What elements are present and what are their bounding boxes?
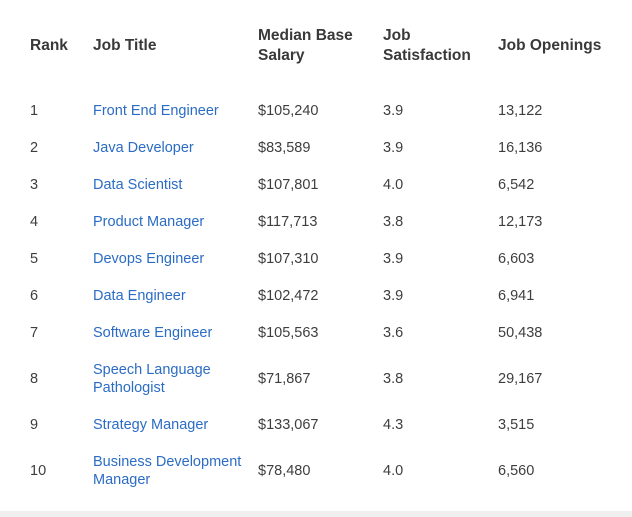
salary-cell: $107,310 <box>258 250 319 267</box>
salary-cell: $117,713 <box>258 213 318 230</box>
openings-cell: 6,560 <box>498 462 535 479</box>
satisfaction-cell: 3.9 <box>383 287 404 304</box>
job-title-link[interactable]: Software Engineer <box>93 324 213 341</box>
salary-cell: $105,240 <box>258 102 319 119</box>
job-title-cell: Data Engineer <box>93 277 258 314</box>
openings-cell: 16,136 <box>498 139 543 156</box>
salary-cell: $71,867 <box>258 370 311 387</box>
satisfaction-cell: 3.8 <box>383 370 404 387</box>
job-title-link[interactable]: Devops Engineer <box>93 250 205 267</box>
column-header-rank: Rank <box>30 37 68 54</box>
column-header-satisfaction: Job Satisfaction <box>383 27 471 64</box>
satisfaction-cell: 3.9 <box>383 102 404 119</box>
column-header-salary: Median Base Salary <box>258 27 353 64</box>
rank-cell: 1 <box>30 102 39 119</box>
salary-cell: $78,480 <box>258 462 311 479</box>
table-row: 4 Product Manager $117,713 3.8 12,173 <box>0 203 632 240</box>
salary-cell: $105,563 <box>258 324 319 341</box>
job-title-link[interactable]: Java Developer <box>93 139 194 156</box>
job-title-link[interactable]: Business Development Manager <box>93 453 242 488</box>
job-title-cell: Front End Engineer <box>93 92 258 129</box>
job-title-cell: Speech Language Pathologist <box>93 351 258 406</box>
job-title-cell: Data Scientist <box>93 166 258 203</box>
job-title-cell: Business Development Manager <box>93 443 258 498</box>
job-title-cell: Devops Engineer <box>93 240 258 277</box>
table-row: 7 Software Engineer $105,563 3.6 50,438 <box>0 314 632 351</box>
rank-cell: 6 <box>30 287 39 304</box>
rank-cell: 9 <box>30 416 39 433</box>
job-title-cell: Strategy Manager <box>93 406 258 443</box>
openings-cell: 3,515 <box>498 416 535 433</box>
openings-cell: 50,438 <box>498 324 543 341</box>
column-header-job-title: Job Title <box>93 37 157 54</box>
table-row: 9 Strategy Manager $133,067 4.3 3,515 <box>0 406 632 443</box>
table-row: 2 Java Developer $83,589 3.9 16,136 <box>0 129 632 166</box>
openings-cell: 13,122 <box>498 102 543 119</box>
openings-cell: 6,603 <box>498 250 535 267</box>
column-header-openings: Job Openings <box>498 37 602 54</box>
table-row: 1 Front End Engineer $105,240 3.9 13,122 <box>0 92 632 129</box>
satisfaction-cell: 3.6 <box>383 324 404 341</box>
job-title-link[interactable]: Strategy Manager <box>93 416 209 433</box>
job-title-cell: Java Developer <box>93 129 258 166</box>
salary-cell: $83,589 <box>258 139 311 156</box>
salary-cell: $102,472 <box>258 287 319 304</box>
best-jobs-table: Rank Job Title Median Base Salary Job Sa… <box>0 0 632 498</box>
rank-cell: 4 <box>30 213 39 230</box>
table-row: 10 Business Development Manager $78,480 … <box>0 443 632 498</box>
job-title-cell: Product Manager <box>93 203 258 240</box>
rank-cell: 2 <box>30 139 39 156</box>
satisfaction-cell: 4.3 <box>383 416 404 433</box>
openings-cell: 12,173 <box>498 213 543 230</box>
salary-cell: $133,067 <box>258 416 319 433</box>
rank-cell: 7 <box>30 324 39 341</box>
table-row: 6 Data Engineer $102,472 3.9 6,941 <box>0 277 632 314</box>
openings-cell: 6,941 <box>498 287 535 304</box>
job-title-link[interactable]: Front End Engineer <box>93 102 219 119</box>
job-title-link[interactable]: Product Manager <box>93 213 205 230</box>
job-title-link[interactable]: Data Scientist <box>93 176 183 193</box>
satisfaction-cell: 4.0 <box>383 176 404 193</box>
rank-cell: 10 <box>30 462 47 479</box>
bottom-strip <box>0 511 632 517</box>
rank-cell: 8 <box>30 370 39 387</box>
satisfaction-cell: 3.8 <box>383 213 404 230</box>
satisfaction-cell: 4.0 <box>383 462 404 479</box>
header-row: Rank Job Title Median Base Salary Job Sa… <box>0 0 632 92</box>
rank-cell: 5 <box>30 250 39 267</box>
salary-cell: $107,801 <box>258 176 319 193</box>
job-title-cell: Software Engineer <box>93 314 258 351</box>
job-title-link[interactable]: Data Engineer <box>93 287 186 304</box>
satisfaction-cell: 3.9 <box>383 139 404 156</box>
table-row: 5 Devops Engineer $107,310 3.9 6,603 <box>0 240 632 277</box>
openings-cell: 6,542 <box>498 176 535 193</box>
satisfaction-cell: 3.9 <box>383 250 404 267</box>
table-row: 8 Speech Language Pathologist $71,867 3.… <box>0 351 632 406</box>
rank-cell: 3 <box>30 176 39 193</box>
openings-cell: 29,167 <box>498 370 543 387</box>
job-title-link[interactable]: Speech Language Pathologist <box>93 361 211 396</box>
table-row: 3 Data Scientist $107,801 4.0 6,542 <box>0 166 632 203</box>
